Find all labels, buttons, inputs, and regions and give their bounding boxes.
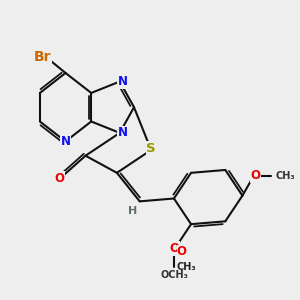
Text: CH₃: CH₃ bbox=[177, 262, 196, 272]
Text: CH₃: CH₃ bbox=[275, 171, 295, 181]
Text: O: O bbox=[55, 172, 65, 185]
Text: N: N bbox=[118, 75, 128, 88]
Text: OCH₃: OCH₃ bbox=[160, 270, 188, 280]
Text: O: O bbox=[169, 242, 179, 255]
Text: H: H bbox=[128, 206, 137, 216]
Text: O: O bbox=[250, 169, 260, 182]
Text: N: N bbox=[118, 126, 128, 140]
Text: N: N bbox=[61, 135, 70, 148]
Text: S: S bbox=[146, 142, 156, 155]
Text: O: O bbox=[177, 245, 187, 258]
Text: Br: Br bbox=[34, 50, 52, 64]
